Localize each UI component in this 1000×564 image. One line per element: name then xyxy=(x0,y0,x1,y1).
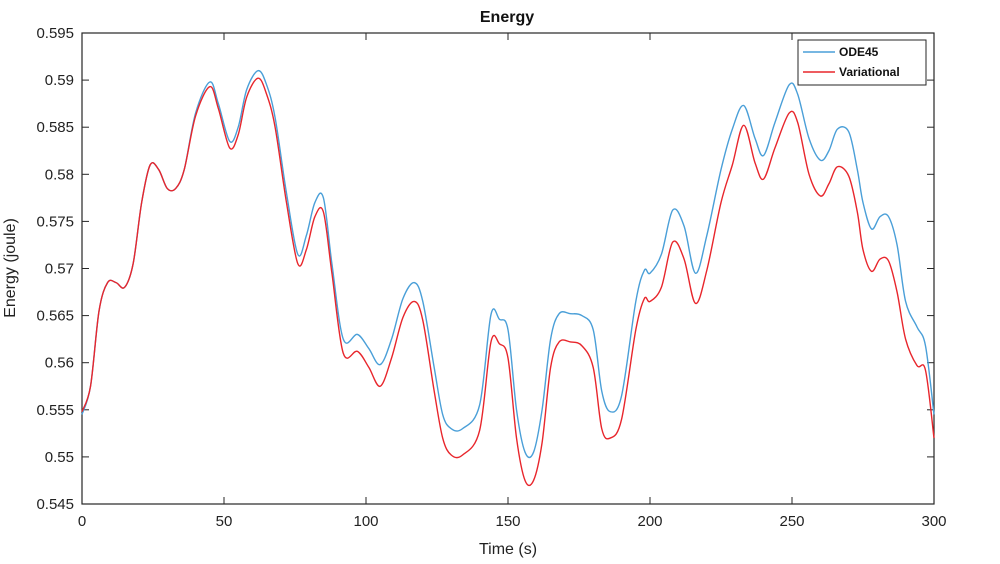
plot-area xyxy=(81,32,935,505)
y-tick-label: 0.555 xyxy=(36,402,74,419)
x-tick-label: 200 xyxy=(637,513,662,530)
series-line-ode45 xyxy=(81,69,935,459)
y-tick-label: 0.59 xyxy=(45,72,74,89)
y-tick-label: 0.58 xyxy=(45,166,74,183)
y-axis-ticks: 0.545 0.55 0.555 0.56 0.565 0.57 0.575 0.58 0.58… xyxy=(36,25,934,513)
series-line-variational xyxy=(81,77,935,487)
x-tick-label: 300 xyxy=(921,513,946,530)
x-axis-label: Time (s) xyxy=(479,541,537,558)
y-tick-label: 0.565 xyxy=(36,308,74,325)
y-axis-label: Energy (joule) xyxy=(2,218,19,318)
x-tick-label: 150 xyxy=(495,513,520,530)
y-tick-label: 0.575 xyxy=(36,213,74,230)
legend-box xyxy=(797,39,927,86)
x-tick-label: 250 xyxy=(779,513,804,530)
x-tick-label: 100 xyxy=(353,513,378,530)
legend-label-ode45: ODE45 xyxy=(839,45,879,59)
legend-label-variational: Variational xyxy=(839,65,900,79)
y-tick-label: 0.585 xyxy=(36,119,74,136)
x-axis-ticks: 0 50 100 150 200 250 300 xyxy=(78,33,947,530)
series-lines xyxy=(81,69,935,487)
y-tick-label: 0.595 xyxy=(36,25,74,42)
x-tick-label: 50 xyxy=(216,513,233,530)
y-tick-label: 0.55 xyxy=(45,449,74,466)
legend: ODE45 Variational xyxy=(797,39,927,86)
y-tick-label: 0.57 xyxy=(45,261,74,278)
y-tick-label: 0.56 xyxy=(45,355,74,372)
chart-title: Energy xyxy=(480,9,534,26)
x-tick-label: 0 xyxy=(78,513,86,530)
y-tick-label: 0.545 xyxy=(36,496,74,513)
